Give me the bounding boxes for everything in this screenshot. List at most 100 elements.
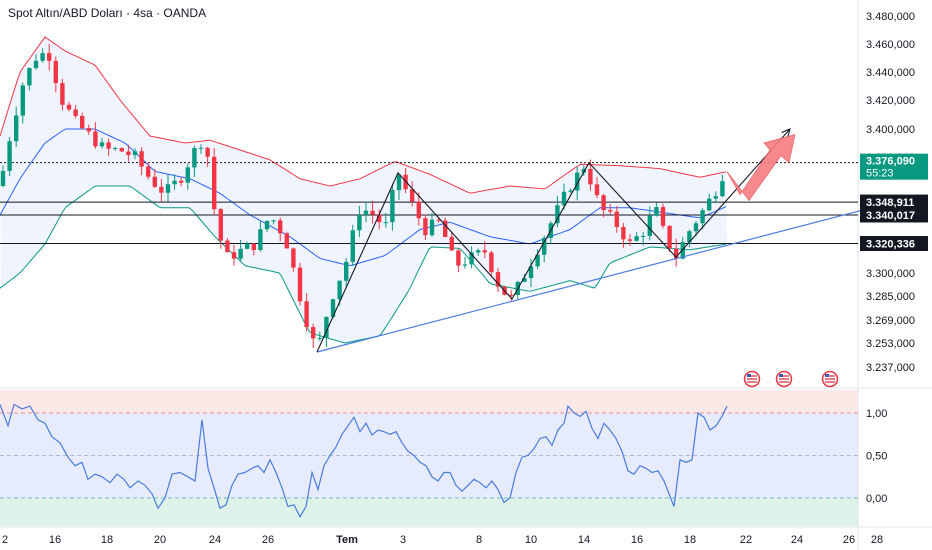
time-tick-label: 16 [631, 534, 643, 546]
us-flag-event-icon[interactable] [775, 370, 793, 388]
candle-body [324, 316, 329, 338]
candle-body [344, 261, 349, 281]
candlestick [495, 268, 501, 293]
candlestick [212, 148, 217, 216]
candlestick [53, 56, 58, 93]
candle-body [86, 128, 91, 132]
candlestick [113, 146, 118, 151]
candlestick [0, 165, 6, 188]
candlestick [667, 225, 672, 253]
price-pane[interactable] [0, 36, 867, 353]
candlestick [66, 101, 72, 112]
price-level-label: 3.348,911 [860, 194, 928, 210]
candle-body [410, 189, 415, 202]
candlestick [350, 224, 355, 267]
candle-body [581, 168, 586, 173]
candle-body [159, 186, 164, 193]
us-flag-event-icon[interactable] [743, 370, 761, 388]
candle-body [634, 236, 639, 241]
candle-body [179, 180, 184, 183]
candlestick [297, 262, 303, 306]
candle-body [238, 248, 243, 259]
candlestick [429, 213, 435, 237]
candlestick [27, 67, 32, 91]
candlestick [106, 138, 111, 157]
bollinger-band-fill [0, 37, 727, 343]
candlestick [363, 201, 369, 222]
flag-canton [747, 374, 751, 377]
candle-body [594, 184, 600, 196]
candlestick [99, 137, 105, 149]
candlestick [476, 248, 481, 256]
candle-body [396, 174, 402, 191]
candle-body [47, 53, 52, 61]
price-axis[interactable]: 3.480,000 3.460,000 3.440,000 3.420,000 3.40… [860, 11, 928, 505]
candle-body [297, 267, 303, 302]
current-price-text: 3.376,090 [866, 156, 915, 168]
candle-body [278, 220, 283, 234]
time-tick-label: 2 [2, 534, 8, 546]
candle-body [205, 147, 210, 157]
candle-body [522, 278, 527, 282]
economic-events[interactable] [743, 370, 839, 388]
osc-oversold-band [0, 498, 858, 526]
candle-body [73, 109, 78, 116]
candlestick [80, 112, 85, 130]
candle-body [462, 264, 468, 266]
candlestick [159, 179, 164, 202]
candle-body [449, 236, 454, 251]
candle-body [555, 205, 560, 224]
candlestick [192, 145, 197, 178]
candlestick [568, 188, 573, 194]
candlestick [608, 203, 613, 215]
candle-body [627, 239, 633, 241]
ascending-trendline [316, 208, 867, 353]
candlestick [126, 144, 131, 162]
candlestick [86, 124, 91, 135]
price-tick-label: 3.460,000 [866, 39, 915, 51]
price-tick-label: 3.269,000 [866, 315, 915, 327]
candlestick [357, 205, 362, 238]
candle-body [370, 210, 375, 215]
candlestick [720, 174, 725, 198]
candle-body [14, 115, 19, 142]
candle-body [383, 222, 388, 224]
candlestick [627, 233, 633, 247]
candlestick [172, 174, 177, 190]
candlestick [139, 146, 144, 176]
time-tick-label: 24 [209, 534, 221, 546]
time-axis[interactable]: 2 16 18 20 24 26 Tem 3 8 10 14 16 18 22 24 26 28 [2, 534, 883, 546]
candle-body [304, 301, 309, 328]
candle-body [647, 215, 652, 236]
candle-body [317, 337, 322, 339]
candle-body [139, 151, 144, 167]
oscillator-pane[interactable] [0, 403, 858, 518]
candle-body [416, 201, 421, 219]
candle-body [469, 252, 474, 265]
candlestick [634, 232, 639, 242]
candle-body [284, 233, 289, 249]
candle-body [350, 230, 355, 262]
candle-body [80, 115, 85, 129]
candlestick [416, 192, 421, 226]
candle-body [99, 142, 105, 147]
oscillator-tick-label: 0,00 [866, 493, 887, 505]
candlestick [581, 165, 586, 176]
osc-overbought-band [0, 390, 858, 413]
candle-body [53, 60, 58, 84]
candle-body [674, 248, 679, 259]
candle-body [212, 156, 217, 210]
candlestick [198, 144, 204, 154]
candlestick [119, 147, 124, 152]
us-flag-event-icon[interactable] [821, 370, 839, 388]
candlestick [146, 162, 151, 180]
candlestick [383, 212, 388, 228]
candle-body [535, 254, 540, 267]
candle-body [258, 229, 263, 251]
candle-body [680, 242, 685, 259]
candlestick [528, 258, 534, 288]
candle-body [687, 231, 692, 243]
candlestick [317, 331, 322, 342]
candle-body [311, 327, 316, 339]
